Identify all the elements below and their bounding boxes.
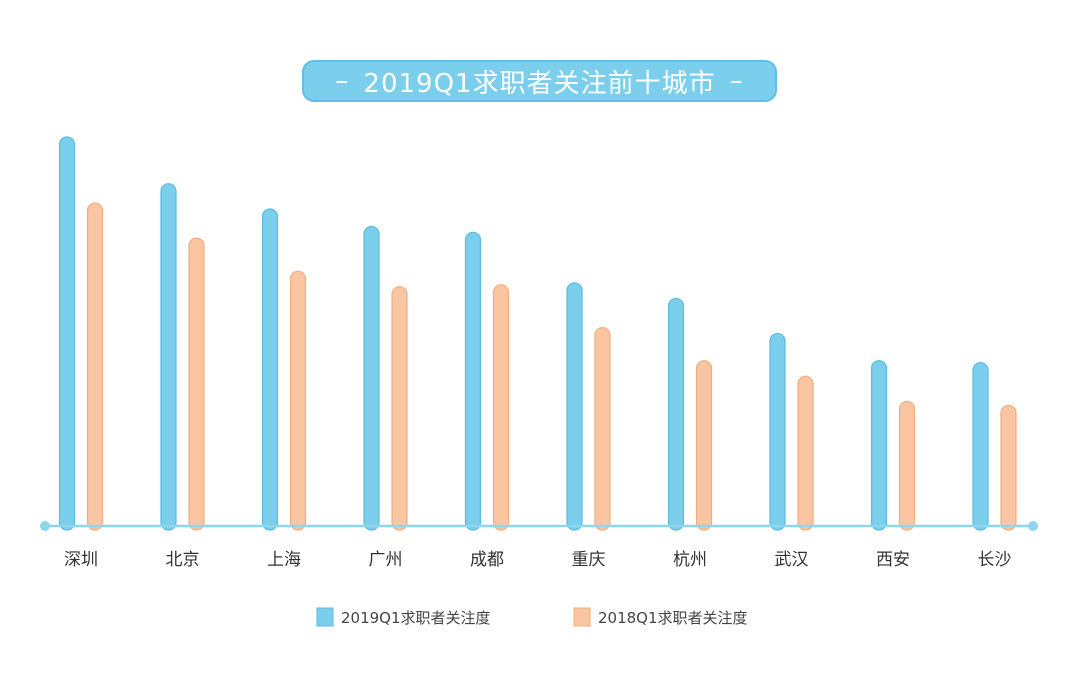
bar-2019q1-2 (261, 208, 279, 531)
bar-2019q1-1 (160, 183, 177, 531)
legend-swatch-0 (316, 607, 334, 627)
chart-title: – 2019Q1求职者关注前十城市 – (302, 60, 777, 102)
x-tick-label: 西安 (876, 550, 910, 570)
legend-label-1: 2018Q1求职者关注度 (598, 609, 748, 627)
legend-swatch-1 (573, 607, 591, 627)
bar-2018q1-4 (492, 284, 510, 531)
x-tick-label: 长沙 (978, 550, 1012, 570)
bar-2019q1-3 (363, 225, 380, 531)
bar-2018q1-7 (797, 375, 814, 531)
x-tick-label: 重庆 (572, 550, 606, 570)
axis-left-dot-icon (40, 521, 50, 531)
bar-2018q1-1 (188, 237, 205, 531)
bar-2018q1-3 (391, 286, 408, 531)
x-tick-label: 成都 (470, 550, 504, 570)
bar-2018q1-5 (594, 327, 611, 531)
bar-2018q1-6 (695, 360, 713, 531)
x-tick-label: 北京 (166, 550, 200, 570)
x-tick-label: 上海 (267, 550, 301, 570)
bar-2018q1-2 (289, 270, 307, 531)
bar-2019q1-8 (870, 360, 888, 531)
title-dash-left-icon: – (335, 66, 350, 96)
axis-right-dot-icon (1028, 521, 1038, 531)
bar-2019q1-7 (769, 332, 786, 531)
bar-2019q1-9 (972, 362, 989, 531)
bar-2019q1-6 (667, 297, 685, 531)
bar-2018q1-9 (1000, 404, 1017, 531)
bar-2019q1-5 (566, 282, 583, 531)
x-tick-label: 武汉 (775, 550, 809, 570)
x-tick-label: 广州 (369, 550, 403, 570)
chart-title-text: 2019Q1求职者关注前十城市 (363, 68, 716, 99)
bar-2019q1-4 (464, 231, 482, 531)
legend-label-0: 2019Q1求职者关注度 (341, 609, 491, 627)
x-tick-label: 杭州 (673, 550, 707, 570)
bar-2018q1-8 (898, 400, 916, 531)
bar-2019q1-0 (58, 136, 76, 531)
title-dash-right-icon: – (729, 66, 744, 96)
bar-2018q1-0 (86, 202, 104, 531)
x-tick-label: 深圳 (64, 550, 98, 570)
